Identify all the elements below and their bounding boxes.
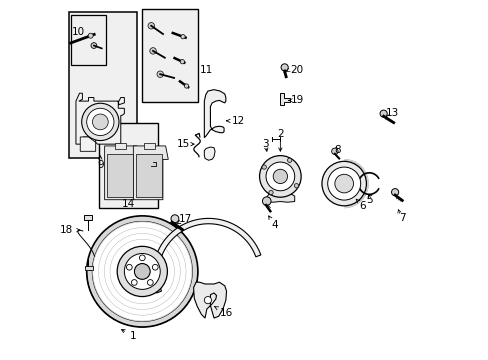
Polygon shape [279, 93, 289, 105]
Polygon shape [193, 282, 226, 318]
Text: 13: 13 [386, 108, 399, 118]
Circle shape [139, 255, 145, 261]
Bar [69, 12, 137, 158]
Circle shape [262, 197, 270, 206]
Polygon shape [80, 137, 96, 151]
Bar [83, 215, 92, 220]
Polygon shape [204, 147, 215, 160]
Circle shape [126, 264, 132, 270]
Text: 4: 4 [268, 216, 277, 230]
Circle shape [262, 165, 266, 169]
Text: 8: 8 [333, 144, 340, 154]
Text: 6: 6 [355, 199, 365, 211]
Polygon shape [136, 154, 162, 197]
Circle shape [184, 84, 188, 88]
Polygon shape [153, 219, 260, 293]
Circle shape [294, 184, 298, 188]
Circle shape [117, 246, 167, 297]
Circle shape [391, 189, 398, 196]
Circle shape [327, 167, 360, 200]
Circle shape [91, 42, 97, 48]
Circle shape [152, 264, 158, 270]
Circle shape [88, 33, 93, 38]
Circle shape [86, 108, 114, 135]
Polygon shape [133, 146, 168, 200]
Text: 20: 20 [290, 64, 303, 75]
Circle shape [171, 215, 179, 223]
Circle shape [124, 253, 160, 289]
Text: 3: 3 [262, 139, 268, 149]
Polygon shape [204, 90, 225, 138]
Circle shape [131, 280, 137, 285]
Circle shape [86, 216, 198, 327]
Polygon shape [144, 143, 155, 149]
Circle shape [92, 221, 192, 321]
Text: 12: 12 [226, 116, 245, 126]
Text: 16: 16 [214, 307, 233, 318]
Circle shape [379, 110, 386, 117]
Circle shape [92, 114, 108, 130]
Circle shape [287, 158, 291, 162]
Polygon shape [115, 143, 126, 149]
Bar [85, 266, 93, 270]
Polygon shape [265, 194, 294, 202]
Bar [142, 9, 198, 102]
Circle shape [334, 174, 353, 193]
Circle shape [331, 148, 337, 154]
Text: 15: 15 [176, 139, 194, 149]
Circle shape [134, 264, 150, 279]
Text: 14: 14 [121, 199, 134, 210]
Circle shape [265, 162, 294, 191]
Text: 7: 7 [398, 213, 405, 222]
Circle shape [148, 23, 154, 29]
Circle shape [268, 190, 273, 195]
Circle shape [180, 59, 184, 64]
Text: 11: 11 [199, 64, 212, 75]
Bar [99, 123, 158, 208]
Polygon shape [76, 93, 124, 144]
Polygon shape [104, 146, 139, 200]
Circle shape [259, 156, 301, 197]
Bar [70, 15, 106, 64]
Circle shape [273, 169, 287, 184]
Circle shape [81, 103, 119, 140]
Circle shape [181, 35, 185, 39]
Circle shape [147, 280, 153, 285]
Text: 1: 1 [121, 329, 136, 341]
Circle shape [157, 71, 163, 77]
Text: 9: 9 [97, 156, 103, 170]
Circle shape [321, 161, 366, 206]
Circle shape [204, 297, 211, 304]
Text: 18: 18 [60, 225, 80, 235]
Text: 10: 10 [72, 27, 84, 36]
Circle shape [149, 48, 156, 54]
Circle shape [281, 64, 287, 71]
Polygon shape [107, 154, 133, 197]
Text: 17: 17 [176, 215, 192, 224]
Text: 19: 19 [290, 95, 304, 105]
Text: 2: 2 [277, 129, 283, 139]
Text: 5: 5 [365, 195, 372, 205]
